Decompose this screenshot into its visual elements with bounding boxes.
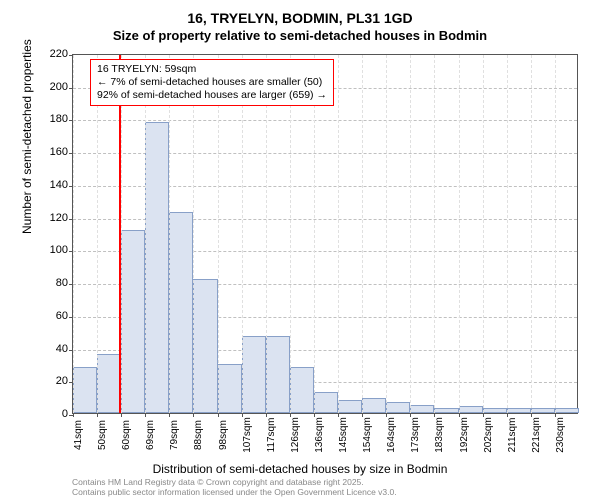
histogram-bar — [555, 408, 579, 413]
y-tick-label: 220 — [28, 48, 68, 60]
annotation-box: 16 TRYELYN: 59sqm← 7% of semi-detached h… — [90, 59, 334, 106]
annotation-line: 92% of semi-detached houses are larger (… — [97, 89, 327, 102]
y-tick-label: 60 — [28, 310, 68, 322]
y-tick-label: 20 — [28, 375, 68, 387]
histogram-bar — [266, 336, 290, 413]
histogram-chart: 16, TRYELYN, BODMIN, PL31 1GD Size of pr… — [0, 0, 600, 500]
histogram-bar — [386, 402, 410, 413]
histogram-bar — [483, 408, 507, 413]
histogram-bar — [169, 212, 193, 413]
x-tick-label: 221sqm — [531, 417, 542, 453]
x-tick-label: 69sqm — [145, 420, 156, 450]
histogram-bar — [507, 408, 531, 413]
y-tick-label: 200 — [28, 81, 68, 93]
y-tick-label: 100 — [28, 244, 68, 256]
x-tick-label: 136sqm — [314, 417, 325, 453]
attribution-footer: Contains HM Land Registry data © Crown c… — [72, 478, 397, 498]
x-tick-label: 145sqm — [338, 417, 349, 453]
chart-title: 16, TRYELYN, BODMIN, PL31 1GD — [0, 10, 600, 26]
x-tick-label: 230sqm — [555, 417, 566, 453]
chart-subtitle: Size of property relative to semi-detach… — [0, 28, 600, 43]
histogram-bar — [97, 354, 121, 413]
histogram-bar — [338, 400, 362, 413]
histogram-bar — [73, 367, 97, 413]
y-tick-label: 0 — [28, 408, 68, 420]
y-axis-label: Number of semi-detached properties — [20, 39, 34, 234]
x-tick-label: 41sqm — [73, 420, 84, 450]
reference-line — [119, 55, 121, 413]
histogram-bar — [121, 230, 145, 413]
y-tick-label: 80 — [28, 277, 68, 289]
x-tick-label: 192sqm — [459, 417, 470, 453]
annotation-line: ← 7% of semi-detached houses are smaller… — [97, 76, 327, 89]
x-tick-label: 183sqm — [434, 417, 445, 453]
x-tick-label: 117sqm — [266, 418, 277, 453]
x-tick-label: 202sqm — [483, 417, 494, 453]
histogram-bar — [290, 367, 314, 413]
histogram-bar — [218, 364, 242, 413]
x-tick-label: 88sqm — [193, 420, 204, 450]
plot-area: 41sqm50sqm60sqm69sqm79sqm88sqm98sqm107sq… — [72, 54, 578, 414]
histogram-bar — [314, 392, 338, 413]
histogram-bar — [459, 406, 483, 413]
y-tick-label: 120 — [28, 212, 68, 224]
x-tick-label: 60sqm — [121, 420, 132, 450]
x-tick-label: 126sqm — [290, 417, 301, 453]
histogram-bar — [193, 279, 217, 413]
histogram-bar — [531, 408, 555, 413]
x-tick-label: 173sqm — [410, 417, 421, 453]
x-tick-label: 164sqm — [386, 417, 397, 453]
x-tick-label: 50sqm — [97, 420, 108, 450]
y-tick-label: 160 — [28, 146, 68, 158]
x-tick-label: 79sqm — [169, 420, 180, 450]
y-tick-label: 180 — [28, 113, 68, 125]
histogram-bar — [145, 122, 169, 413]
x-axis-label: Distribution of semi-detached houses by … — [0, 462, 600, 476]
x-tick-label: 98sqm — [218, 420, 229, 450]
y-tick-label: 140 — [28, 179, 68, 191]
histogram-bar — [242, 336, 266, 413]
histogram-bar — [362, 398, 386, 413]
x-tick-label: 211sqm — [507, 418, 518, 453]
annotation-line: 16 TRYELYN: 59sqm — [97, 63, 327, 76]
histogram-bar — [410, 405, 434, 413]
x-tick-label: 154sqm — [362, 417, 373, 453]
histogram-bar — [434, 408, 458, 413]
footer-line: Contains public sector information licen… — [72, 488, 397, 498]
x-tick-label: 107sqm — [242, 417, 253, 453]
y-tick-label: 40 — [28, 343, 68, 355]
